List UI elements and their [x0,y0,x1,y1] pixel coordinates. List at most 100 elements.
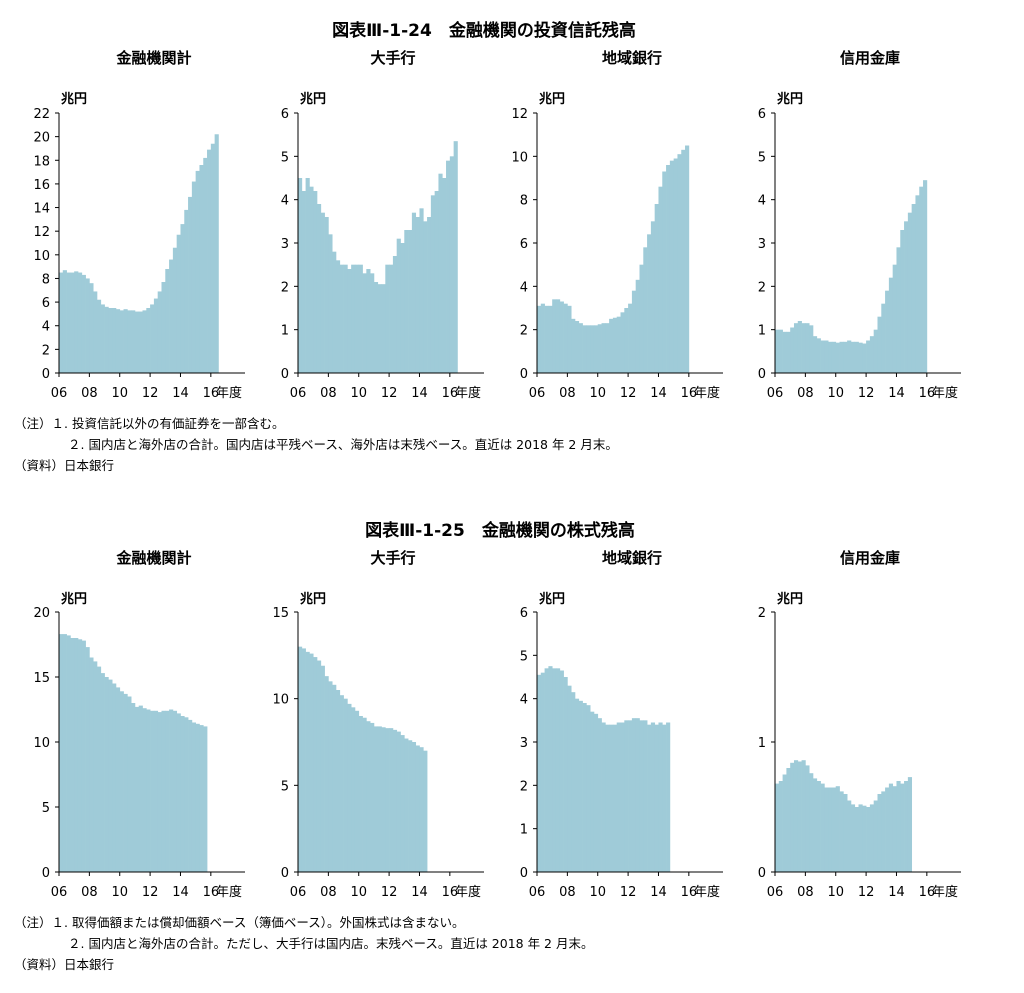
bar [165,269,170,373]
bar [354,710,360,872]
bar [892,264,897,373]
bar [180,224,185,373]
bar [77,639,83,872]
bar [858,804,863,872]
bar [335,690,341,872]
x-tick-label: 12 [381,885,398,900]
y-tick-label: 0 [42,367,50,382]
bar [396,731,401,872]
x-axis-title: 年度 [216,884,242,900]
x-tick-label: 14 [172,885,189,900]
bar [74,638,79,872]
bar [354,264,360,373]
bar [797,321,802,373]
bar [839,341,844,373]
bar [586,325,591,373]
x-tick-label: 10 [827,386,844,401]
bar [786,331,791,373]
y-tick-label: 6 [42,296,50,311]
bar [389,728,394,872]
bar [188,719,193,872]
y-tick-label: 0 [281,866,289,881]
y-tick-label: 15 [33,671,50,686]
bar [195,723,200,872]
y-tick-label: 8 [42,272,50,287]
y-tick-label: 10 [272,693,289,708]
x-tick-label: 06 [767,885,784,900]
bar [423,750,428,872]
x-tick-label: 10 [111,386,128,401]
y-tick-label: 0 [758,866,766,881]
bar [199,165,204,373]
bar [127,310,132,373]
y-tick-label: 5 [281,779,289,794]
bar [805,323,810,373]
bar [339,695,344,872]
bar [66,272,71,373]
bar [396,238,401,373]
bar [313,191,318,373]
bar [415,745,420,872]
bar [347,703,352,872]
bar [877,316,882,373]
bar [643,720,648,872]
x-tick-label: 14 [888,386,905,401]
bar [381,727,386,872]
bar [150,304,155,373]
y-tick-label: 5 [520,649,528,664]
bar [885,787,890,872]
bar [419,747,424,872]
y-tick-label: 3 [758,237,766,252]
x-axis-title: 年度 [932,385,958,401]
chart-1-title: 金融機関計 [115,49,191,67]
bar [108,308,113,373]
bar [616,316,621,373]
bar [207,149,212,373]
x-axis-title: 年度 [455,884,481,900]
bar [904,221,909,373]
note-line: ２. 国内店と海外店の合計。国内店は平残ベース、海外店は末残ベース。直近は 20… [68,437,618,452]
bar [104,306,109,373]
bar [666,722,671,872]
bar [400,735,405,872]
bar [119,310,124,373]
bar [134,311,140,373]
bar [839,791,844,872]
y-tick-label: 3 [520,736,528,751]
bar [812,336,818,373]
x-tick-label: 10 [589,386,606,401]
x-tick-label: 12 [142,386,159,401]
bar [782,774,787,872]
bar [900,783,905,872]
x-tick-label: 08 [559,885,576,900]
source-line: （資料）日本銀行 [14,458,115,473]
bar [309,653,314,872]
bar [453,141,458,373]
bar [210,143,215,373]
y-tick-label: 5 [758,150,766,165]
bar [427,217,432,373]
bar [184,209,189,373]
bar [203,157,208,373]
note-line: （注）１. 取得価額または償却価額ベース（簿価ベース）。外国株式は含まない。 [14,915,465,930]
x-tick-label: 06 [767,386,784,401]
bar [850,341,856,373]
bar [850,804,856,872]
bar [138,705,143,872]
y-tick-label: 10 [33,249,50,264]
y-tick-label: 1 [281,324,289,339]
bar [593,325,599,373]
bar [119,691,124,872]
bar [654,724,659,872]
bar [157,712,162,872]
bar [115,309,121,373]
bar [404,738,409,872]
bar [96,299,102,373]
bar [298,178,303,373]
bar [835,342,840,373]
bar [169,709,174,872]
bar [666,165,671,373]
bar [100,304,105,373]
bar [150,710,155,872]
